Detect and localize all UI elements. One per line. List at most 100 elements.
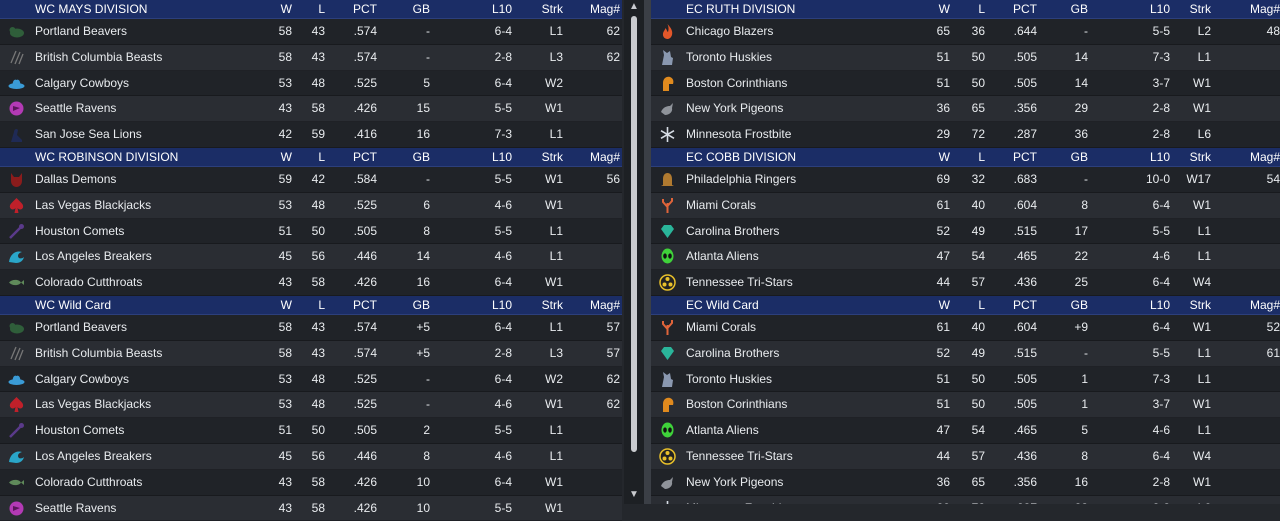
column-header-l[interactable]: L (978, 2, 985, 16)
column-header-l10[interactable]: L10 (1149, 297, 1170, 312)
team-name[interactable]: Dallas Demons (35, 171, 117, 186)
column-header-strk[interactable]: Strk (1189, 149, 1211, 164)
column-header-mag[interactable]: Mag# (589, 297, 620, 312)
column-header-l[interactable]: L (978, 149, 985, 164)
team-name[interactable]: Tennessee Tri-Stars (686, 448, 793, 463)
team-name[interactable]: Seattle Ravens (35, 500, 117, 515)
column-header-strk[interactable]: Strk (1189, 2, 1211, 16)
team-name[interactable]: Houston Comets (35, 223, 125, 238)
column-header-l10[interactable]: L10 (1149, 149, 1170, 164)
team-row[interactable]: Dallas Demons 59 42 .584 - 5-5 W1 56 (0, 166, 622, 193)
column-header-gb[interactable]: GB (412, 297, 430, 312)
team-row[interactable]: Boston Corinthians 51 50 .505 1 3-7 W1 (651, 392, 1280, 419)
column-header-w[interactable]: W (280, 2, 292, 16)
column-header-strk[interactable]: Strk (541, 149, 563, 164)
column-header-strk[interactable]: Strk (541, 297, 563, 312)
column-header-mag[interactable]: Mag# (1249, 297, 1280, 312)
column-header-l10[interactable]: L10 (491, 149, 512, 164)
column-header-l10[interactable]: L10 (1149, 2, 1170, 16)
team-name[interactable]: Chicago Blazers (686, 24, 774, 38)
team-name[interactable]: San Jose Sea Lions (35, 127, 142, 142)
team-row[interactable]: New York Pigeons 36 65 .356 29 2-8 W1 (651, 96, 1280, 123)
team-name[interactable]: Portland Beavers (35, 24, 128, 38)
team-row[interactable]: Las Vegas Blackjacks 53 48 .525 - 4-6 W1 62 (0, 392, 622, 419)
team-row[interactable]: Los Angeles Breakers 45 56 .446 14 4-6 L1 (0, 244, 622, 271)
team-row[interactable]: Toronto Huskies 51 50 .505 14 7-3 L1 (651, 44, 1280, 71)
team-name[interactable]: Houston Comets (35, 423, 125, 438)
scroll-down-icon[interactable]: ▼ (629, 489, 639, 500)
column-header-pct[interactable]: PCT (353, 297, 377, 312)
column-header-mag[interactable]: Mag# (1249, 2, 1280, 16)
team-name[interactable]: Philadelphia Ringers (686, 171, 797, 186)
team-name[interactable]: Toronto Huskies (686, 371, 773, 386)
team-name[interactable]: Miami Corals (686, 319, 757, 334)
team-name[interactable]: Minnesota Frostbite (686, 127, 792, 142)
team-row[interactable]: Minnesota Frostbite 29 72 .287 36 2-8 L6 (651, 122, 1280, 148)
column-header-gb[interactable]: GB (1070, 297, 1088, 312)
team-name[interactable]: Seattle Ravens (35, 101, 117, 116)
team-row[interactable]: Los Angeles Breakers 45 56 .446 8 4-6 L1 (0, 443, 622, 470)
column-header-l[interactable]: L (318, 2, 325, 16)
column-header-l[interactable]: L (318, 149, 325, 164)
column-header-pct[interactable]: PCT (353, 2, 377, 16)
team-name[interactable]: Miami Corals (686, 197, 757, 212)
column-header-w[interactable]: W (280, 297, 292, 312)
team-row[interactable]: Tennessee Tri-Stars 44 57 .436 8 6-4 W4 (651, 443, 1280, 470)
team-row[interactable]: New York Pigeons 36 65 .356 16 2-8 W1 (651, 469, 1280, 496)
team-name[interactable]: Toronto Huskies (686, 49, 773, 64)
team-row[interactable]: Minnesota Frostbite 29 72 .287 23 2-8 L6 (651, 495, 1280, 504)
team-name[interactable]: New York Pigeons (686, 101, 784, 116)
team-row[interactable]: Carolina Brothers 52 49 .515 - 5-5 L1 61 (651, 340, 1280, 367)
team-name[interactable]: Minnesota Frostbite (686, 496, 791, 504)
column-header-mag[interactable]: Mag# (589, 149, 620, 164)
column-header-l10[interactable]: L10 (491, 2, 512, 16)
column-header-w[interactable]: W (280, 149, 292, 164)
column-header-l[interactable]: L (978, 297, 985, 312)
column-header-mag[interactable]: Mag# (1249, 149, 1280, 164)
team-name[interactable]: New York Pigeons (686, 474, 784, 489)
team-row[interactable]: Calgary Cowboys 53 48 .525 - 6-4 W2 62 (0, 366, 622, 393)
column-header-pct[interactable]: PCT (1013, 297, 1037, 312)
team-row[interactable]: San Jose Sea Lions 42 59 .416 16 7-3 L1 (0, 122, 622, 148)
team-name[interactable]: Atlanta Aliens (686, 249, 759, 264)
team-name[interactable]: Los Angeles Breakers (35, 249, 152, 264)
scrollbar-thumb[interactable] (631, 16, 637, 452)
team-name[interactable]: Calgary Cowboys (35, 75, 130, 90)
team-row[interactable]: Toronto Huskies 51 50 .505 1 7-3 L1 (651, 366, 1280, 393)
column-header-gb[interactable]: GB (412, 2, 430, 16)
team-row[interactable]: Las Vegas Blackjacks 53 48 .525 6 4-6 W1 (0, 192, 622, 219)
column-header-strk[interactable]: Strk (1189, 297, 1211, 312)
team-row[interactable]: Houston Comets 51 50 .505 2 5-5 L1 (0, 418, 622, 444)
team-row[interactable]: Boston Corinthians 51 50 .505 14 3-7 W1 (651, 70, 1280, 97)
column-header-l10[interactable]: L10 (491, 297, 512, 312)
team-name[interactable]: Atlanta Aliens (686, 423, 759, 438)
team-row[interactable]: British Columbia Beasts 58 43 .574 +5 2-8 L3 57 (0, 340, 622, 367)
column-header-pct[interactable]: PCT (1013, 2, 1037, 16)
team-row[interactable]: Miami Corals 61 40 .604 8 6-4 W1 (651, 192, 1280, 219)
team-row[interactable]: Carolina Brothers 52 49 .515 17 5-5 L1 (651, 218, 1280, 245)
team-row[interactable]: Atlanta Aliens 47 54 .465 22 4-6 L1 (651, 244, 1280, 271)
team-name[interactable]: Colorado Cutthroats (35, 275, 143, 290)
team-name[interactable]: Las Vegas Blackjacks (35, 197, 152, 212)
team-name[interactable]: British Columbia Beasts (35, 345, 163, 360)
column-header-w[interactable]: W (938, 2, 950, 16)
team-row[interactable]: Portland Beavers 58 43 .574 +5 6-4 L1 57 (0, 314, 622, 341)
team-row[interactable]: Chicago Blazers 65 36 .644 - 5-5 L2 48 (651, 19, 1280, 45)
team-row[interactable]: Colorado Cutthroats 43 58 .426 16 6-4 W1 (0, 270, 622, 296)
column-header-w[interactable]: W (938, 149, 950, 164)
column-header-gb[interactable]: GB (1070, 149, 1088, 164)
column-header-l[interactable]: L (318, 297, 325, 312)
team-row[interactable]: Colorado Cutthroats 43 58 .426 10 6-4 W1 (0, 469, 622, 496)
column-header-w[interactable]: W (938, 297, 950, 312)
team-row[interactable]: Seattle Ravens 43 58 .426 15 5-5 W1 (0, 96, 622, 123)
team-name[interactable]: Carolina Brothers (686, 223, 780, 238)
team-name[interactable]: Las Vegas Blackjacks (35, 397, 152, 412)
column-header-mag[interactable]: Mag# (589, 2, 620, 16)
column-header-pct[interactable]: PCT (1013, 149, 1037, 164)
team-row[interactable]: Houston Comets 51 50 .505 8 5-5 L1 (0, 218, 622, 245)
team-name[interactable]: Portland Beavers (35, 319, 128, 334)
scrollbar[interactable]: ▲ ▼ (624, 0, 644, 504)
column-header-strk[interactable]: Strk (541, 2, 563, 16)
column-header-pct[interactable]: PCT (353, 149, 377, 164)
team-row[interactable]: Miami Corals 61 40 .604 +9 6-4 W1 52 (651, 314, 1280, 341)
